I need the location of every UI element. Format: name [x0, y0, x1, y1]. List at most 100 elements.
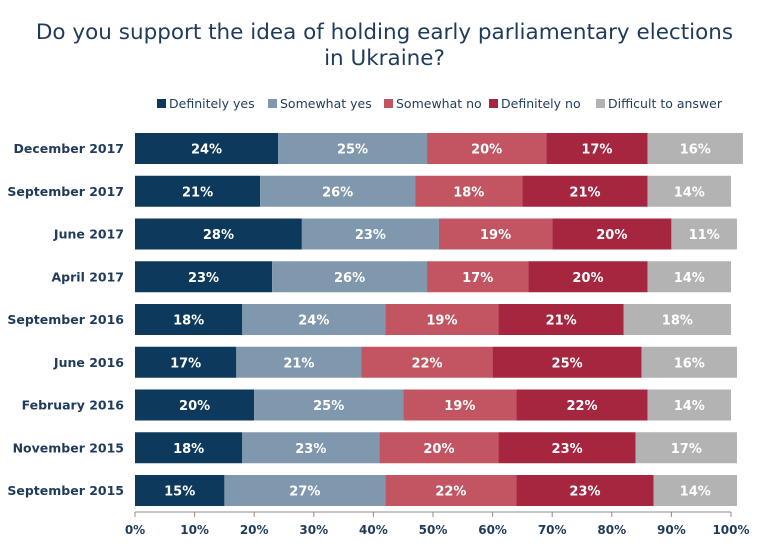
bar-segment-definitely-yes: [135, 133, 279, 164]
data-label: 20%: [423, 442, 454, 457]
bar-segment-definitely-no: [522, 175, 648, 207]
data-label: 20%: [179, 399, 210, 414]
data-label: 20%: [596, 228, 627, 243]
data-label: 23%: [355, 228, 386, 243]
bar-segment-difficult-to-answer: [653, 475, 737, 506]
bar-segment-somewhat-no: [385, 475, 517, 506]
bar-segment-definitely-yes: [135, 261, 273, 293]
x-tick-label: 30%: [299, 523, 328, 537]
data-label: 17%: [581, 143, 612, 158]
data-label: 26%: [322, 185, 353, 200]
data-label: 19%: [426, 314, 457, 329]
bar-segment-somewhat-no: [415, 175, 523, 207]
data-label: 20%: [471, 143, 502, 158]
data-label: 26%: [334, 271, 365, 286]
data-label: 21%: [182, 185, 213, 200]
data-label: 22%: [435, 485, 466, 500]
bar-row-june-2017: 28% 23% 19% 20% 11%: [135, 218, 737, 250]
bar-segment-definitely-yes: [135, 218, 302, 250]
data-label: 23%: [569, 485, 600, 500]
bar-segment-definitely-no: [528, 261, 648, 293]
category-label: June 2017: [53, 227, 124, 242]
legend-item-somewhat-no: Somewhat no: [384, 96, 482, 111]
bar-segment-difficult-to-answer: [641, 346, 737, 378]
category-label: November 2015: [13, 440, 124, 455]
bar-segment-difficult-to-answer: [647, 261, 731, 293]
category-label: February 2016: [22, 398, 125, 413]
chart-title-line-1: Do you support the idea of holding early…: [35, 20, 734, 45]
data-label: 11%: [689, 228, 720, 243]
data-label: 14%: [674, 399, 705, 414]
category-label: June 2016: [53, 355, 124, 370]
data-label: 21%: [546, 314, 577, 329]
legend-swatch: [157, 99, 166, 108]
legend-item-definitely-yes: Definitely yes: [157, 96, 255, 111]
data-label: 17%: [170, 356, 201, 371]
legend-label: Somewhat no: [396, 96, 482, 111]
bar-segment-somewhat-yes: [242, 432, 380, 464]
data-label: 14%: [680, 485, 711, 500]
x-tick-label: 70%: [538, 523, 567, 537]
data-label: 23%: [188, 271, 219, 286]
bar-row-february-2016: 20% 25% 19% 22% 14%: [135, 389, 731, 421]
bar-segment-somewhat-yes: [236, 346, 362, 378]
legend-swatch: [384, 99, 393, 108]
bar-segment-somewhat-yes: [260, 175, 416, 207]
data-label: 19%: [444, 399, 475, 414]
bar-segment-definitely-no: [498, 432, 636, 464]
data-label: 24%: [191, 143, 222, 158]
category-label: April 2017: [52, 269, 125, 284]
bar-segment-definitely-no: [498, 304, 624, 335]
bar-segment-difficult-to-answer: [647, 389, 731, 421]
data-label: 22%: [411, 356, 442, 371]
bar-segment-somewhat-no: [427, 133, 547, 164]
data-label: 15%: [164, 485, 195, 500]
category-label: September 2017: [7, 184, 124, 199]
data-label: 18%: [173, 442, 204, 457]
legend-item-somewhat-yes: Somewhat yes: [268, 96, 372, 111]
data-label: 24%: [298, 314, 329, 329]
bar-segment-difficult-to-answer: [635, 432, 737, 464]
bar-segment-somewhat-no: [379, 432, 499, 464]
x-tick-label: 10%: [180, 523, 209, 537]
category-label: September 2015: [7, 483, 124, 498]
bar-row-september-2016: 18% 24% 19% 21% 18%: [135, 304, 731, 335]
chart-legend: Definitely yes Somewhat yes Somewhat no Def…: [157, 96, 723, 111]
x-tick-label: 60%: [478, 523, 507, 537]
data-label: 23%: [295, 442, 326, 457]
legend-swatch: [489, 99, 498, 108]
data-label: 25%: [337, 143, 368, 158]
bar-segment-definitely-no: [492, 346, 642, 378]
bar-segment-somewhat-yes: [224, 475, 386, 506]
bar-segment-definitely-yes: [135, 432, 243, 464]
bar-segment-definitely-no: [516, 389, 648, 421]
legend-label: Somewhat yes: [280, 96, 372, 111]
bar-segment-difficult-to-answer: [647, 175, 731, 207]
bar-segment-definitely-no: [516, 475, 654, 506]
bar-segment-difficult-to-answer: [623, 304, 731, 335]
legend-swatch: [268, 99, 277, 108]
legend-label: Difficult to answer: [608, 96, 723, 111]
bar-row-june-2016: 17% 21% 22% 25% 16%: [135, 346, 737, 378]
legend-item-difficult-to-answer: Difficult to answer: [596, 96, 723, 111]
bar-segment-somewhat-yes: [272, 261, 428, 293]
bar-segment-definitely-no: [546, 133, 648, 164]
data-label: 18%: [662, 314, 693, 329]
bar-row-november-2015: 18% 23% 20% 23% 17%: [135, 432, 737, 464]
bar-row-april-2017: 23% 26% 17% 20% 14%: [135, 261, 731, 293]
bar-row-september-2015: 15% 27% 22% 23% 14%: [135, 475, 737, 506]
bar-segment-somewhat-yes: [301, 218, 439, 250]
category-label: September 2016: [7, 312, 124, 327]
x-tick-label: 80%: [597, 523, 626, 537]
bar-row-december-2017: 24% 25% 20% 17% 16%: [135, 133, 743, 164]
bar-segment-difficult-to-answer: [647, 133, 743, 164]
bar-segment-somewhat-no: [427, 261, 529, 293]
data-label: 18%: [173, 314, 204, 329]
chart-title: Do you support the idea of holding early…: [0, 20, 769, 72]
legend-swatch: [596, 99, 605, 108]
bar-segment-definitely-yes: [135, 304, 243, 335]
x-tick-label: 0%: [125, 523, 145, 537]
bar-segment-somewhat-no: [438, 218, 553, 250]
data-label: 17%: [671, 442, 702, 457]
